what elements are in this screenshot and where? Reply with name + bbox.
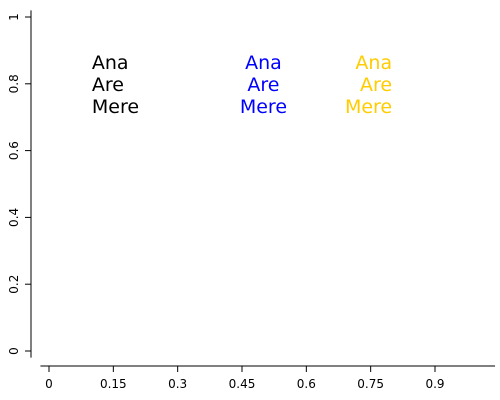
x-tick-label: 0.9 (425, 377, 444, 391)
x-tick-label: 0.6 (297, 377, 316, 391)
y-tick-label: 0.4 (7, 208, 21, 227)
y-tick-label: 0.6 (7, 141, 21, 160)
annotation-line: Ana (355, 52, 392, 74)
annotation-line: Mere (345, 96, 392, 118)
x-tick-label: 0.75 (357, 377, 384, 391)
y-tick-label: 0.8 (7, 74, 21, 93)
y-tick-label: 0 (7, 347, 21, 355)
x-tick-label: 0.15 (100, 377, 127, 391)
annotation-line: Are (360, 74, 392, 96)
annotation-line: Ana (245, 52, 282, 74)
annotation-line: Are (247, 74, 279, 96)
x-tick-label: 0.45 (229, 377, 256, 391)
x-tick-label: 0 (45, 377, 53, 391)
annotation-line: Mere (240, 96, 287, 118)
y-tick-label: 1 (7, 13, 21, 21)
annotation-line: Ana (92, 52, 129, 74)
annotation-line: Are (92, 74, 124, 96)
x-tick-label: 0.3 (168, 377, 187, 391)
y-tick-label: 0.2 (7, 275, 21, 294)
annotation-line: Mere (92, 96, 139, 118)
